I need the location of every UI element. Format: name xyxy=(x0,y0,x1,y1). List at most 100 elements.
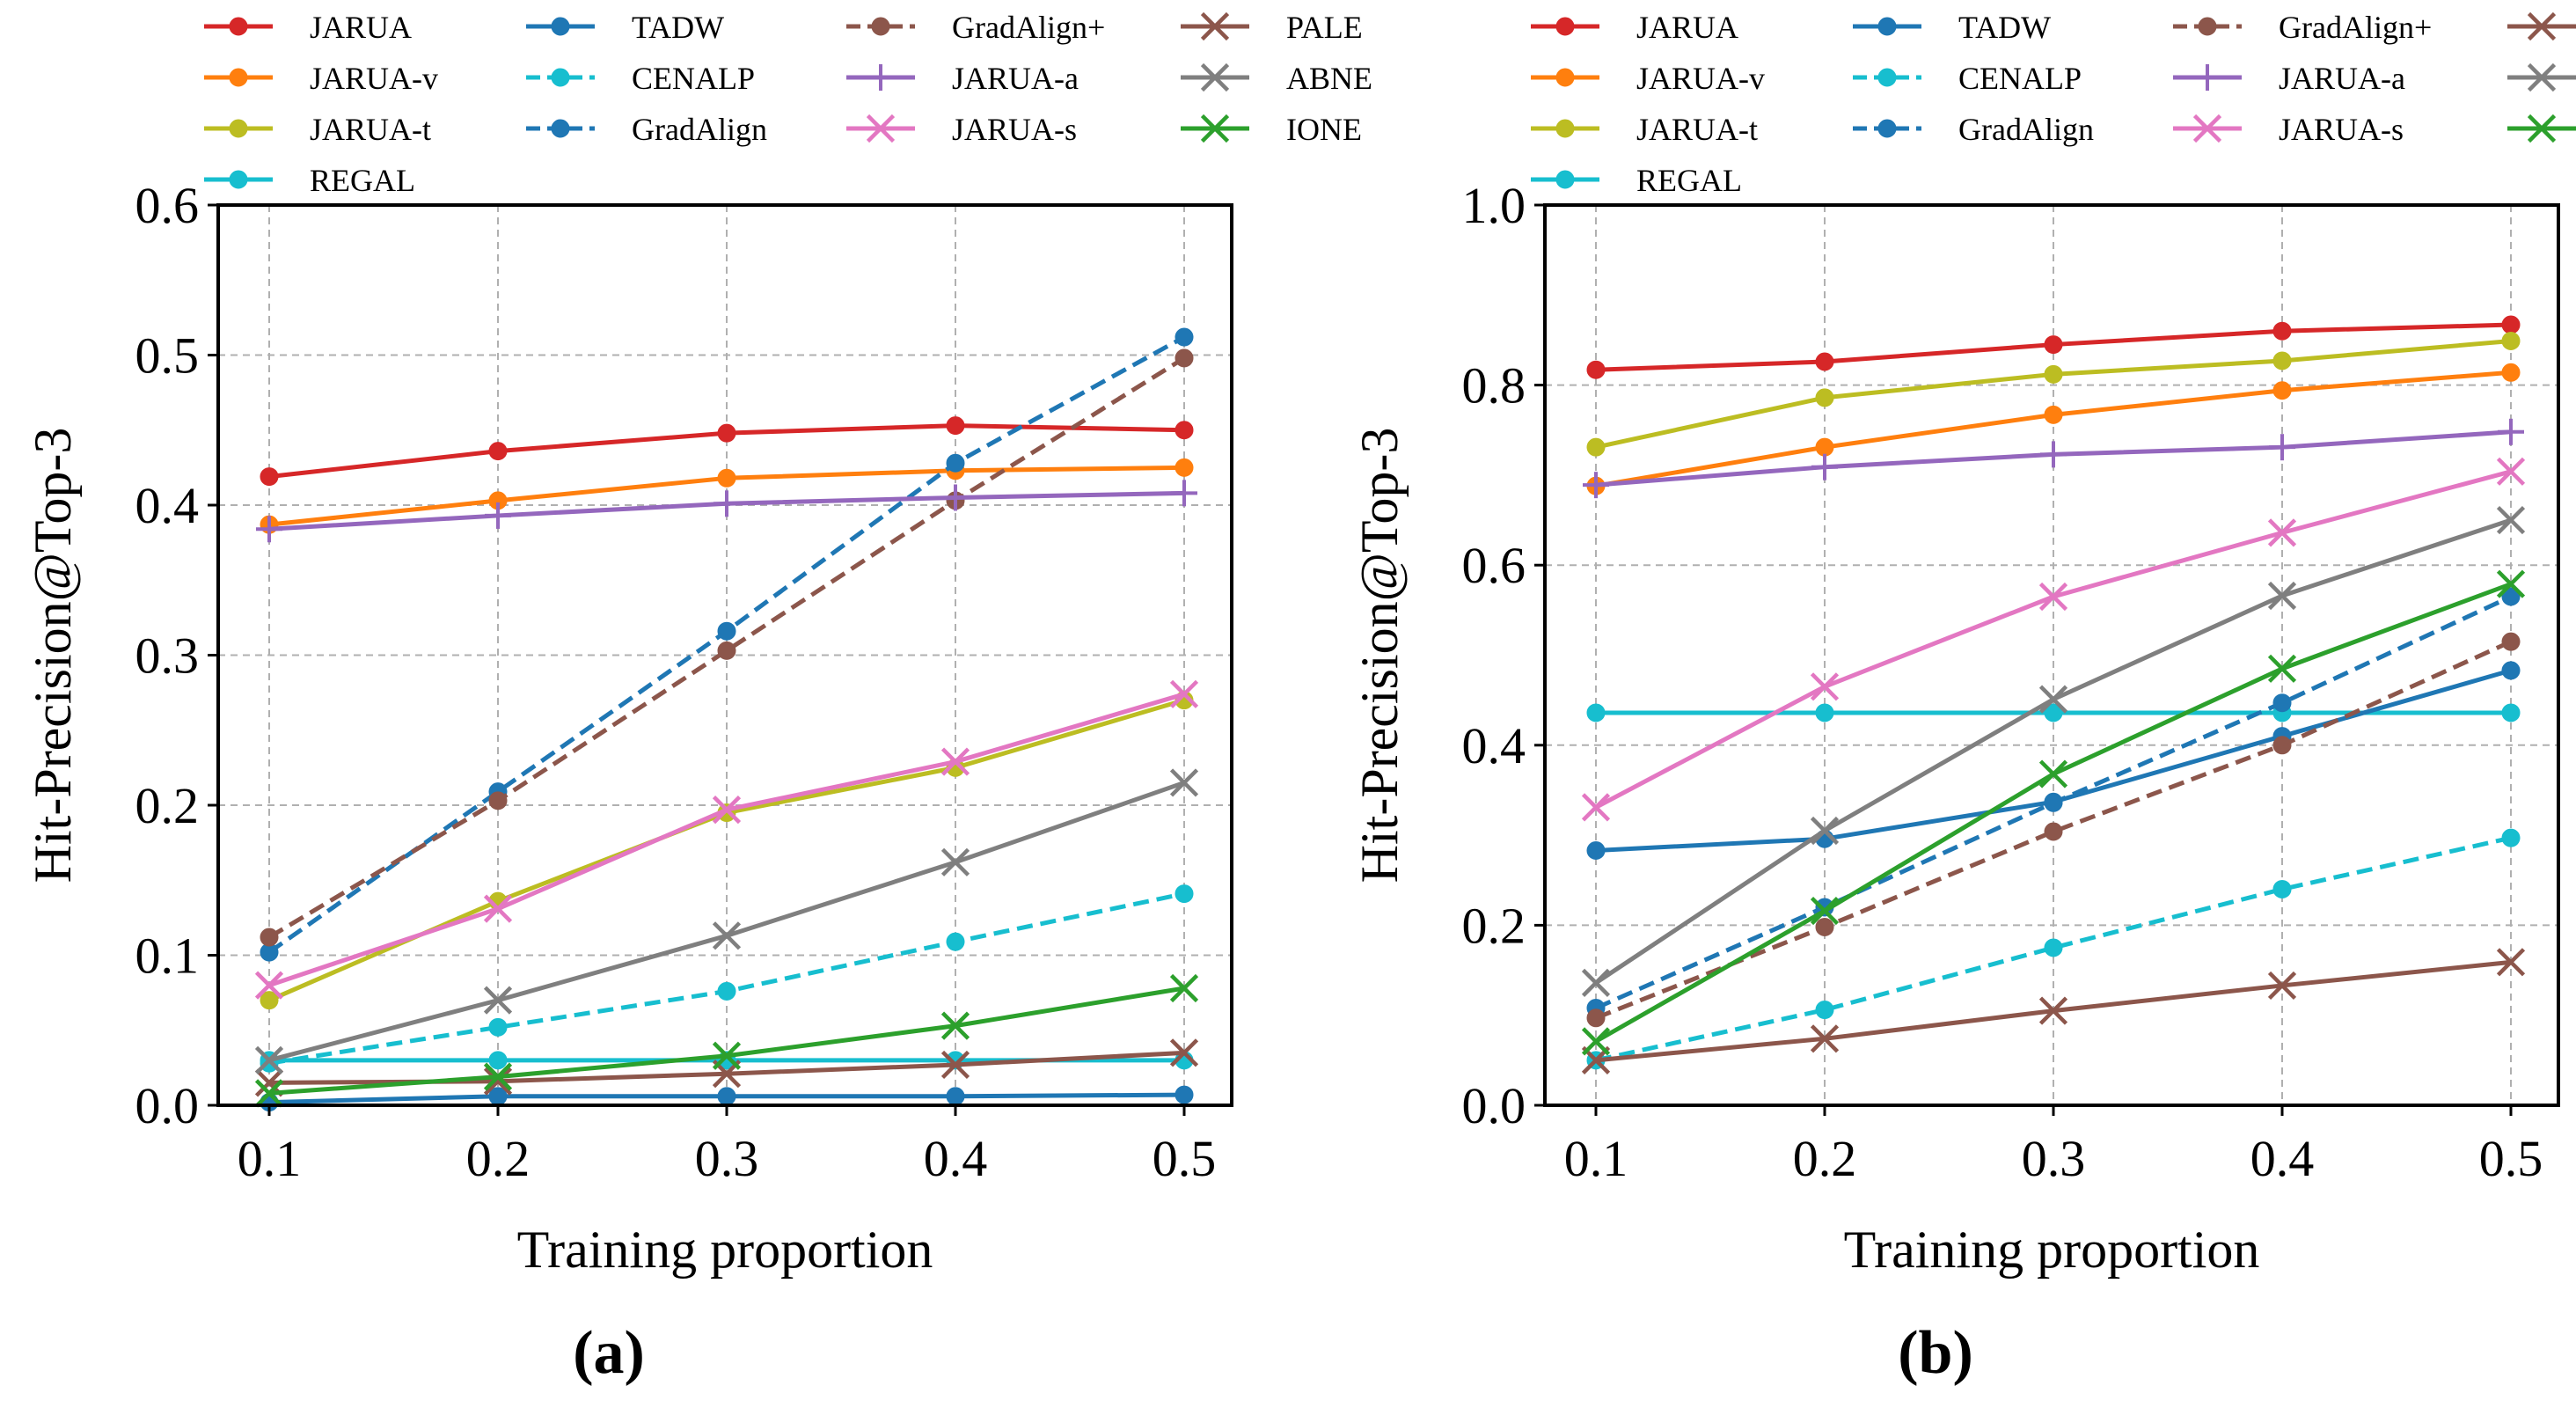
data-point-jarua-s xyxy=(1581,793,1611,822)
y-tick-label: 0.4 xyxy=(135,477,200,534)
legend-marker-b xyxy=(1200,114,1230,143)
legend-item-regal: REGAL xyxy=(204,163,415,198)
legend-marker xyxy=(551,119,570,138)
legend-marker xyxy=(551,68,570,87)
legend: JARUA JARUA-v JARUA-t REGAL TADW CENALP GradAl… xyxy=(204,10,1372,198)
legend-marker xyxy=(1200,62,1230,92)
data-point-cenalp xyxy=(1815,1001,1834,1020)
legend-marker-b xyxy=(1200,11,1230,41)
legend-label: TADW xyxy=(1958,10,2051,45)
data-point-jarua-s-b xyxy=(2496,457,2526,486)
y-axis-title: Hit-Precision@Top-3 xyxy=(24,428,82,884)
data-point-jarua-v xyxy=(1175,458,1194,477)
data-point-jarua xyxy=(717,423,736,443)
series-jarua xyxy=(260,416,1194,487)
data-point-jarua-a xyxy=(1583,472,1609,499)
legend-item-jarua-a: JARUA-a xyxy=(846,61,1079,96)
series-gradalign-plus xyxy=(260,348,1194,947)
legend-item-jarua: JARUA xyxy=(204,10,412,45)
data-point-pale-b xyxy=(1810,1024,1840,1053)
y-tick-label: 0.8 xyxy=(1462,357,1526,414)
data-point-pale xyxy=(1810,1024,1840,1053)
x-tick-label: 0.3 xyxy=(2022,1130,2086,1187)
data-point-abne xyxy=(1581,968,1611,997)
series-line-gradalign-plus xyxy=(267,356,1186,940)
data-point-ione-b xyxy=(1810,896,1840,926)
legend-marker-b xyxy=(2527,11,2557,41)
legend-marker xyxy=(1555,68,1575,87)
data-point-gradalign xyxy=(717,621,736,641)
data-point-gradalign-plus xyxy=(1815,917,1834,936)
data-point-cenalp xyxy=(1175,884,1194,904)
legend-label: JARUA-a xyxy=(2279,61,2405,96)
data-point-ione xyxy=(1581,1027,1611,1056)
data-point-abne-b xyxy=(2267,581,2297,611)
data-point-abne xyxy=(254,1045,284,1074)
legend-item-regal: REGAL xyxy=(1531,163,1742,198)
legend-item-abne: ABNE xyxy=(2507,62,2576,92)
data-point-jarua-s-b xyxy=(2267,518,2297,547)
data-point-regal xyxy=(1586,703,1606,722)
data-point-ione xyxy=(940,1011,970,1040)
data-point-tadw xyxy=(946,1087,965,1106)
data-point-gradalign-plus xyxy=(488,791,508,810)
legend-marker xyxy=(229,17,248,36)
data-point-tadw xyxy=(1586,840,1606,860)
data-point-ione xyxy=(254,1079,284,1108)
legend-marker xyxy=(1200,114,1230,143)
legend-label: GradAlign+ xyxy=(2279,10,2432,45)
legend-item-pale: PALE xyxy=(1181,10,1363,45)
data-point-gradalign-plus xyxy=(717,641,736,660)
legend-item-cenalp: CENALP xyxy=(1853,61,2082,96)
data-point-regal xyxy=(1815,703,1834,722)
legend-item-jarua-t: JARUA-t xyxy=(1531,112,1758,147)
data-point-pale-b xyxy=(940,1050,970,1080)
x-tick-label: 0.4 xyxy=(2250,1130,2315,1187)
legend-item-jarua-s: JARUA-s xyxy=(846,112,1077,147)
data-point-jarua-a xyxy=(2498,418,2524,445)
series-gradalign xyxy=(260,327,1194,962)
data-point-gradalign-plus xyxy=(2501,632,2521,651)
data-point-cenalp xyxy=(2044,938,2063,957)
legend-item-tadw: TADW xyxy=(526,10,724,45)
data-point-jarua-s-b xyxy=(483,894,513,923)
legend-marker-b xyxy=(2527,114,2557,143)
legend-item-gradalign-plus: GradAlign+ xyxy=(2173,10,2432,45)
data-point-jarua-s xyxy=(940,747,970,776)
legend-marker xyxy=(1555,17,1575,36)
x-axis: 0.1 0.2 0.3 0.4 0.5 Training proportion xyxy=(238,1105,1217,1279)
data-point-pale xyxy=(1169,1038,1199,1067)
legend-marker xyxy=(1555,119,1575,138)
legend-label: ABNE xyxy=(1286,61,1372,96)
legend-item-abne: ABNE xyxy=(1181,61,1372,96)
x-tick-label: 0.5 xyxy=(1153,1130,1217,1187)
legend-marker xyxy=(2194,64,2221,91)
data-point-jarua-v xyxy=(2044,405,2063,424)
data-series xyxy=(254,327,1199,1112)
legend-marker-b xyxy=(866,114,896,143)
legend-item-pale: PALE xyxy=(2507,11,2576,41)
data-point-ione xyxy=(483,1062,513,1091)
axes-frame xyxy=(1543,203,2560,1107)
data-point-ione-b xyxy=(940,1011,970,1040)
legend-marker xyxy=(1877,17,1897,36)
data-point-jarua-v xyxy=(2501,363,2521,382)
data-point-abne-b xyxy=(712,921,742,950)
legend-item-jarua: JARUA xyxy=(1531,10,1738,45)
legend-marker xyxy=(2527,114,2557,143)
data-point-gradalign-plus xyxy=(260,928,279,947)
y-axis: 0.0 0.1 0.2 0.3 0.4 0.5 0.6 Hit-Precision@Top-3 xyxy=(24,177,218,1134)
legend-label: JARUA-s xyxy=(2279,112,2404,147)
legend-label: CENALP xyxy=(1958,61,2082,96)
data-point-abne-b xyxy=(483,986,513,1015)
data-point-jarua-t xyxy=(1586,437,1606,457)
y-axis-title: Hit-Precision@Top-3 xyxy=(1350,428,1409,884)
data-point-tadw xyxy=(1175,1085,1194,1104)
data-point-jarua-a xyxy=(714,490,740,517)
data-point-abne-b xyxy=(254,1045,284,1074)
series-jarua-s xyxy=(254,679,1199,1000)
data-point-jarua-s xyxy=(483,894,513,923)
data-point-pale xyxy=(940,1050,970,1080)
data-point-jarua-s-b xyxy=(1169,679,1199,708)
data-point-jarua-t xyxy=(260,991,279,1010)
